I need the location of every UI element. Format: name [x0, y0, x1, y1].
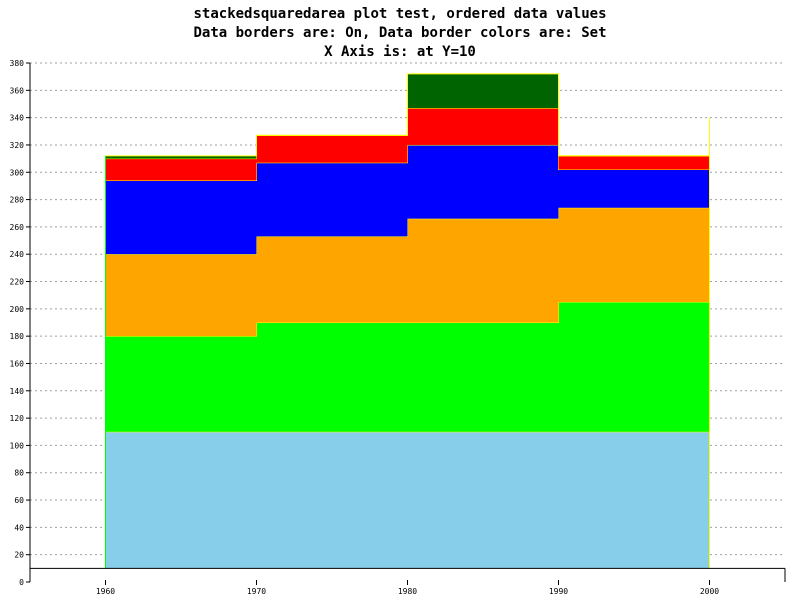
series-border	[105, 73, 710, 157]
area-segment	[407, 218, 559, 323]
y-tick-label: 200	[10, 305, 25, 314]
y-tick-label: 40	[14, 523, 24, 532]
area-segment	[256, 236, 408, 323]
area-segment	[105, 254, 257, 337]
y-tick-label: 360	[10, 86, 25, 95]
y-tick-label: 80	[14, 469, 24, 478]
area-segment	[105, 180, 257, 255]
x-tick-label: 1980	[398, 587, 417, 596]
y-tick-label: 340	[10, 114, 25, 123]
area-segment	[558, 155, 710, 170]
title-line-1: stackedsquaredarea plot test, ordered da…	[193, 6, 606, 22]
x-tick-label: 1990	[549, 587, 568, 596]
area-segment	[407, 73, 559, 109]
y-tick-label: 20	[14, 551, 24, 560]
area-segment	[558, 302, 710, 432]
area-segment	[558, 431, 710, 569]
area-segment	[256, 162, 408, 237]
area-segment	[407, 322, 559, 432]
y-tick-label: 380	[10, 59, 25, 68]
area-segment	[256, 322, 408, 432]
area-segment	[105, 158, 257, 181]
area-segment	[256, 431, 408, 569]
area-segment	[558, 207, 710, 303]
y-tick-label: 320	[10, 141, 25, 150]
y-tick-label: 140	[10, 387, 25, 396]
axes: 0 20 40 60 80 100 120 140 160 180 200 220 240 260 280 3…	[10, 59, 786, 596]
area-segment	[407, 144, 559, 219]
area-segment	[105, 336, 257, 432]
y-tick-label: 300	[10, 168, 25, 177]
x-tick-label: 1970	[247, 587, 266, 596]
title-line-2: Data borders are: On, Data border colors…	[193, 25, 606, 41]
y-tick-label: 100	[10, 441, 25, 450]
area-segment	[256, 135, 408, 163]
area-segment	[105, 431, 257, 569]
y-tick-label: 260	[10, 223, 25, 232]
chart-title: stackedsquaredarea plot test, ordered da…	[193, 6, 606, 60]
area-segment	[407, 108, 559, 145]
area-segment	[558, 169, 710, 208]
y-tick-label: 160	[10, 359, 25, 368]
y-tick-label: 180	[10, 332, 25, 341]
area-segment	[105, 155, 257, 159]
y-tick-label: 0	[19, 578, 24, 587]
x-tick-label: 2000	[700, 587, 719, 596]
x-tick-label: 1960	[96, 587, 115, 596]
area-segment	[407, 431, 559, 569]
y-tick-label: 60	[14, 496, 24, 505]
y-tick-label: 240	[10, 250, 25, 259]
title-line-3: X Axis is: at Y=10	[324, 44, 476, 60]
y-tick-label: 280	[10, 196, 25, 205]
y-tick-label: 120	[10, 414, 25, 423]
y-tick-label: 220	[10, 278, 25, 287]
plot-area	[105, 73, 710, 569]
